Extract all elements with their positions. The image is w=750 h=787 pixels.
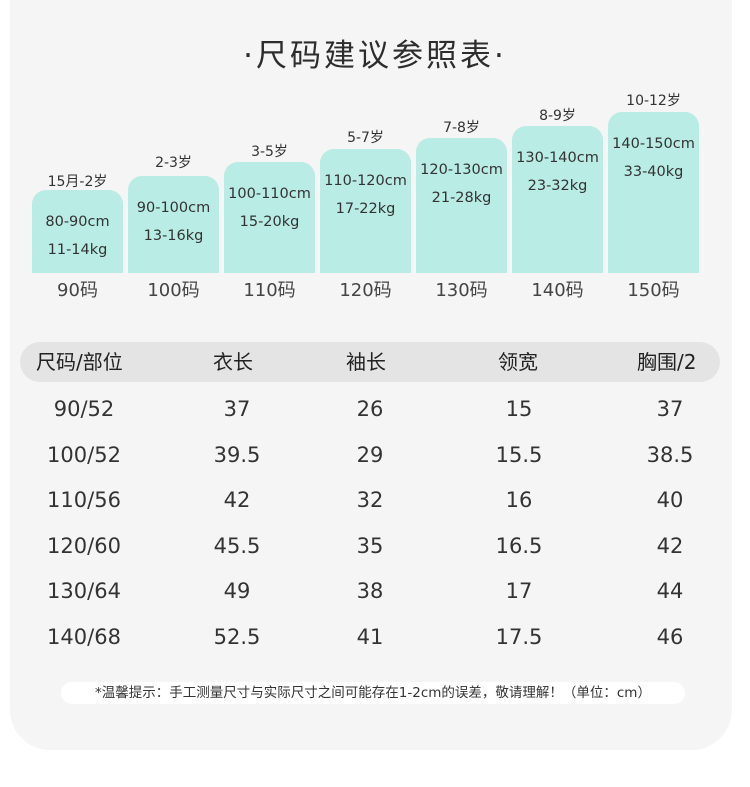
measurement-note: *温馨提示：手工测量尺寸与实际尺寸之间可能存在1-2cm的误差，敬请理解！（单位…	[61, 682, 685, 704]
size-card-column: 3-5岁 100-110cm 15-20kg 110码	[224, 0, 315, 301]
size-label: 140码	[531, 280, 584, 301]
height-range: 130-140cm	[516, 150, 599, 166]
size-label: 130码	[435, 280, 488, 301]
age-range: 15月-2岁	[47, 174, 108, 190]
size-card-column: 8-9岁 130-140cm 23-32kg 140码	[512, 0, 603, 301]
header-neck: 领宽	[498, 350, 538, 374]
weight-range: 33-40kg	[623, 164, 684, 180]
header-sleeve: 袖长	[346, 350, 386, 374]
table-cell: 42	[656, 533, 684, 558]
table-row: 130/64 49 38 17 44	[20, 571, 720, 611]
table-row: 90/52 37 26 15 37	[20, 389, 720, 429]
size-card-column: 5-7岁 110-120cm 17-22kg 120码	[320, 0, 411, 301]
age-range: 2-3岁	[155, 155, 192, 171]
size-card-column: 10-12岁 140-150cm 33-40kg 150码	[608, 0, 699, 301]
size-card: 110-120cm 17-22kg	[320, 149, 411, 273]
table-cell: 120/60	[47, 533, 121, 558]
table-cell: 15.5	[495, 442, 543, 467]
weight-range: 21-28kg	[431, 190, 492, 206]
size-card: 130-140cm 23-32kg	[512, 126, 603, 273]
table-cell: 16	[505, 488, 533, 512]
header-chest: 胸围/2	[637, 350, 697, 374]
weight-range: 17-22kg	[335, 201, 396, 217]
size-card: 90-100cm 13-16kg	[128, 176, 219, 273]
table-cell: 49	[223, 579, 251, 603]
height-range: 90-100cm	[136, 200, 211, 216]
table-cell: 45.5	[213, 533, 261, 558]
table-cell: 44	[656, 579, 684, 603]
table-row: 120/60 45.5 35 16.5 42	[20, 526, 720, 566]
height-range: 140-150cm	[612, 136, 695, 152]
weight-range: 11-14kg	[47, 242, 108, 258]
size-card-column: 2-3岁 90-100cm 13-16kg 100码	[128, 0, 219, 301]
size-card-column: 15月-2岁 80-90cm 11-14kg 90码	[32, 0, 123, 301]
table-header: 尺码/部位 衣长 袖长 领宽 胸围/2	[20, 342, 720, 382]
table-cell: 26	[356, 397, 384, 421]
table-cell: 15	[505, 397, 533, 421]
height-range: 110-120cm	[324, 173, 407, 189]
table-cell: 110/56	[47, 488, 121, 512]
age-range: 10-12岁	[626, 93, 681, 109]
age-range: 5-7岁	[347, 130, 384, 146]
table-cell: 52.5	[213, 624, 261, 649]
weight-range: 13-16kg	[143, 228, 204, 244]
size-label: 90码	[57, 280, 98, 301]
size-label: 120码	[339, 280, 392, 301]
height-range: 80-90cm	[45, 214, 110, 230]
header-size: 尺码/部位	[36, 350, 123, 374]
table-cell: 130/64	[47, 579, 121, 603]
table-cell: 16.5	[495, 533, 543, 558]
table-row: 100/52 39.5 29 15.5 38.5	[20, 435, 720, 475]
size-card: 140-150cm 33-40kg	[608, 112, 699, 273]
size-label: 150码	[627, 280, 680, 301]
table-cell: 37	[656, 397, 684, 421]
table-cell: 140/68	[47, 624, 121, 649]
table-cell: 17.5	[495, 624, 543, 649]
table-cell: 39.5	[213, 442, 261, 467]
size-label: 100码	[147, 280, 200, 301]
page-title: ·尺码建议参照表·	[243, 38, 507, 74]
table-cell: 42	[223, 488, 251, 512]
table-row: 140/68 52.5 41 17.5 46	[20, 617, 720, 657]
height-range: 100-110cm	[228, 186, 311, 202]
size-card: 120-130cm 21-28kg	[416, 138, 507, 273]
age-range: 7-8岁	[443, 120, 480, 136]
table-cell: 90/52	[53, 397, 115, 421]
weight-range: 15-20kg	[239, 214, 300, 230]
height-range: 120-130cm	[420, 162, 503, 178]
table-row: 110/56 42 32 16 40	[20, 480, 720, 520]
weight-range: 23-32kg	[527, 178, 588, 194]
age-range: 3-5岁	[251, 144, 288, 160]
size-label: 110码	[243, 280, 296, 301]
table-cell: 17	[505, 579, 533, 603]
table-cell: 41	[356, 624, 384, 649]
table-cell: 37	[223, 397, 251, 421]
table-cell: 46	[656, 624, 684, 649]
header-length: 衣长	[213, 350, 253, 374]
size-card: 80-90cm 11-14kg	[32, 190, 123, 273]
size-card: 100-110cm 15-20kg	[224, 162, 315, 273]
table-cell: 35	[356, 533, 384, 558]
table-cell: 32	[356, 488, 384, 512]
size-card-column: 7-8岁 120-130cm 21-28kg 130码	[416, 0, 507, 301]
table-cell: 100/52	[47, 442, 121, 467]
table-cell: 29	[356, 442, 384, 467]
table-cell: 38.5	[646, 442, 694, 467]
table-cell: 40	[656, 488, 684, 512]
table-cell: 38	[356, 579, 384, 603]
age-range: 8-9岁	[539, 108, 576, 124]
